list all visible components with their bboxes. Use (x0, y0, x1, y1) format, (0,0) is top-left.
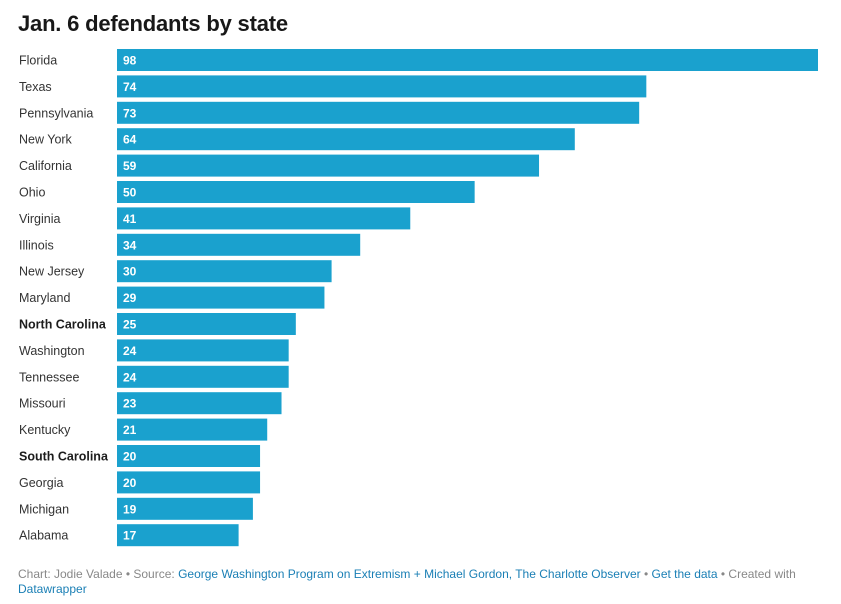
bar[interactable] (117, 418, 268, 441)
bar-chart: Florida 98 Texas 74 Pennsylvania 73 New York 64… (19, 49, 818, 547)
bar[interactable] (117, 128, 575, 151)
bar[interactable] (117, 260, 332, 283)
category-label: Kentucky (19, 423, 71, 437)
get-the-data-link[interactable]: Get the data (651, 567, 718, 581)
bar-value-label: 29 (123, 291, 137, 305)
source-link[interactable]: George Washington Program on Extremism +… (178, 567, 641, 581)
bar-value-label: 24 (123, 344, 137, 358)
footer-separator: • (640, 567, 652, 581)
category-label: Georgia (19, 476, 64, 490)
bar-value-label: 23 (123, 397, 137, 411)
bar[interactable] (117, 471, 261, 494)
bar-value-label: 34 (123, 238, 137, 252)
bar-value-label: 41 (123, 212, 137, 226)
bar-value-label: 24 (123, 370, 137, 384)
category-label: North Carolina (19, 318, 107, 332)
bar-value-label: 59 (123, 159, 137, 173)
bar[interactable] (117, 286, 325, 309)
bar[interactable] (117, 445, 261, 467)
footer-created-with: • Created with (717, 567, 796, 581)
bar-value-label: 74 (123, 80, 137, 94)
category-label: Maryland (19, 291, 70, 305)
bar[interactable] (117, 524, 239, 547)
bar[interactable] (117, 154, 540, 177)
bar-value-label: 19 (123, 502, 137, 516)
bar-value-label: 20 (123, 476, 137, 490)
bar-value-label: 64 (123, 133, 137, 147)
chart-title: Jan. 6 defendants by state (18, 11, 288, 36)
bar[interactable] (117, 339, 289, 362)
bar[interactable] (117, 313, 296, 335)
category-label: New Jersey (19, 265, 85, 279)
bar-value-label: 20 (123, 450, 137, 464)
bar[interactable] (117, 233, 361, 256)
category-label: Virginia (19, 212, 61, 226)
bar[interactable] (117, 49, 818, 71)
bar[interactable] (117, 181, 475, 203)
bar[interactable] (117, 101, 640, 124)
bar[interactable] (117, 497, 253, 520)
category-label: Tennessee (19, 370, 80, 384)
bar-value-label: 25 (123, 318, 137, 332)
category-label: Washington (19, 344, 85, 358)
category-label: Missouri (19, 397, 66, 411)
bar[interactable] (117, 207, 411, 230)
bar-value-label: 21 (123, 423, 137, 437)
category-label: Texas (19, 80, 52, 94)
bar-value-label: 50 (123, 186, 137, 200)
category-label: Illinois (19, 238, 54, 252)
chart-footer: Chart: Jodie Valade • Source: George Was… (18, 567, 808, 597)
datawrapper-link[interactable]: Datawrapper (18, 582, 87, 596)
category-label: New York (19, 133, 73, 147)
category-label: Pennsylvania (19, 106, 93, 120)
category-label: Alabama (19, 529, 68, 543)
bar[interactable] (117, 75, 647, 98)
category-label: Florida (19, 54, 57, 68)
category-label: Michigan (19, 502, 69, 516)
bar-value-label: 17 (123, 529, 137, 543)
footer-credit: Chart: Jodie Valade • Source: (18, 567, 179, 581)
bar-value-label: 98 (123, 54, 137, 68)
category-label: South Carolina (19, 450, 109, 464)
category-label: Ohio (19, 186, 45, 200)
bar-value-label: 30 (123, 265, 137, 279)
category-label: California (19, 159, 72, 173)
bar-value-label: 73 (123, 106, 137, 120)
bar[interactable] (117, 365, 289, 388)
bar[interactable] (117, 392, 282, 415)
